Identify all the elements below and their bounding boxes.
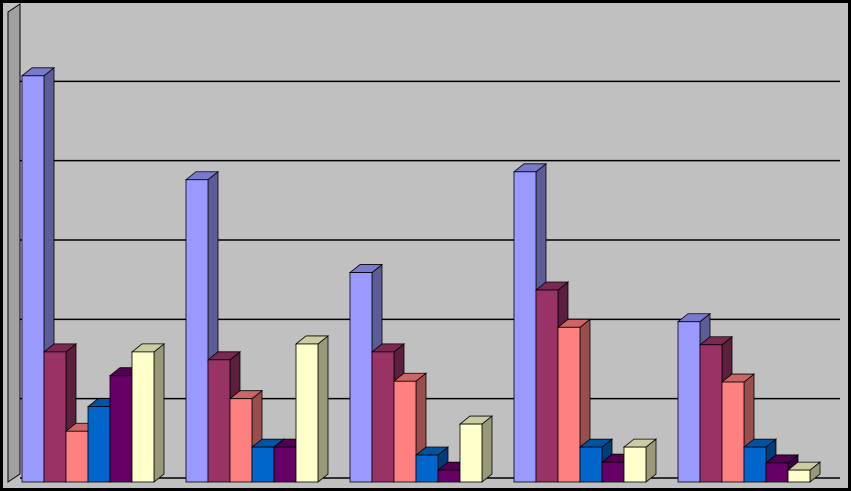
bar xyxy=(677,321,701,483)
bar xyxy=(535,289,559,483)
bar xyxy=(787,469,811,483)
bar xyxy=(393,380,417,483)
side-wall xyxy=(7,3,21,483)
bar xyxy=(295,343,319,483)
bar-side xyxy=(317,335,329,483)
bar xyxy=(721,381,745,483)
bar xyxy=(131,351,155,483)
bar xyxy=(251,446,275,483)
bar xyxy=(207,359,231,483)
bar xyxy=(459,423,483,483)
bar xyxy=(185,179,209,483)
bar xyxy=(349,272,373,483)
bar xyxy=(765,462,789,483)
bar xyxy=(743,446,767,483)
bar xyxy=(21,75,45,483)
bar xyxy=(437,469,461,483)
bar xyxy=(513,171,537,483)
bar xyxy=(415,454,439,483)
bar xyxy=(87,406,111,483)
bar xyxy=(557,326,581,483)
bar xyxy=(601,461,625,483)
bar xyxy=(579,446,603,483)
bar xyxy=(109,375,133,483)
bar xyxy=(371,351,395,483)
bar xyxy=(623,446,647,483)
bar xyxy=(65,430,89,483)
bar xyxy=(273,446,297,483)
bar-side xyxy=(481,415,493,483)
bar xyxy=(43,351,67,483)
bar xyxy=(229,398,253,483)
bar-side xyxy=(153,343,165,483)
bar xyxy=(699,344,723,483)
